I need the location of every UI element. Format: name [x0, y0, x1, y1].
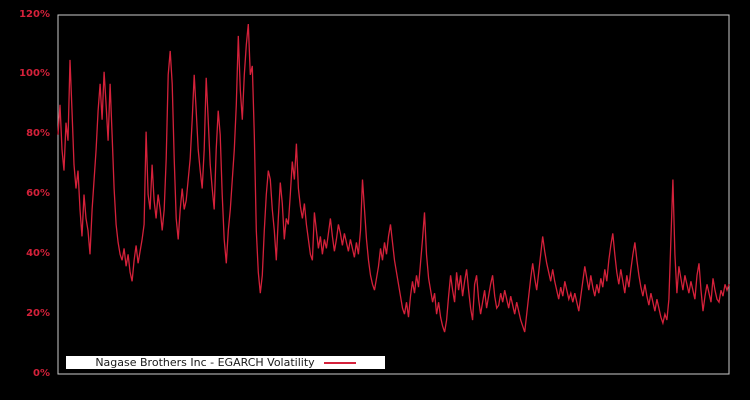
y-axis-label-60: 60% — [26, 188, 50, 199]
y-axis-label-20: 20% — [26, 308, 50, 319]
y-axis-label-0: 0% — [33, 368, 50, 379]
volatility-line — [57, 23, 730, 333]
y-axis-label-120: 120% — [19, 9, 50, 20]
y-axis-label-40: 40% — [26, 248, 50, 259]
legend: Nagase Brothers Inc - EGARCH Volatility — [66, 356, 385, 369]
y-axis-label-100: 100% — [19, 68, 50, 79]
legend-label: Nagase Brothers Inc - EGARCH Volatility — [95, 356, 315, 369]
legend-line-swatch — [323, 361, 356, 364]
y-axis-label-80: 80% — [26, 128, 50, 139]
plot-border — [57, 14, 730, 375]
